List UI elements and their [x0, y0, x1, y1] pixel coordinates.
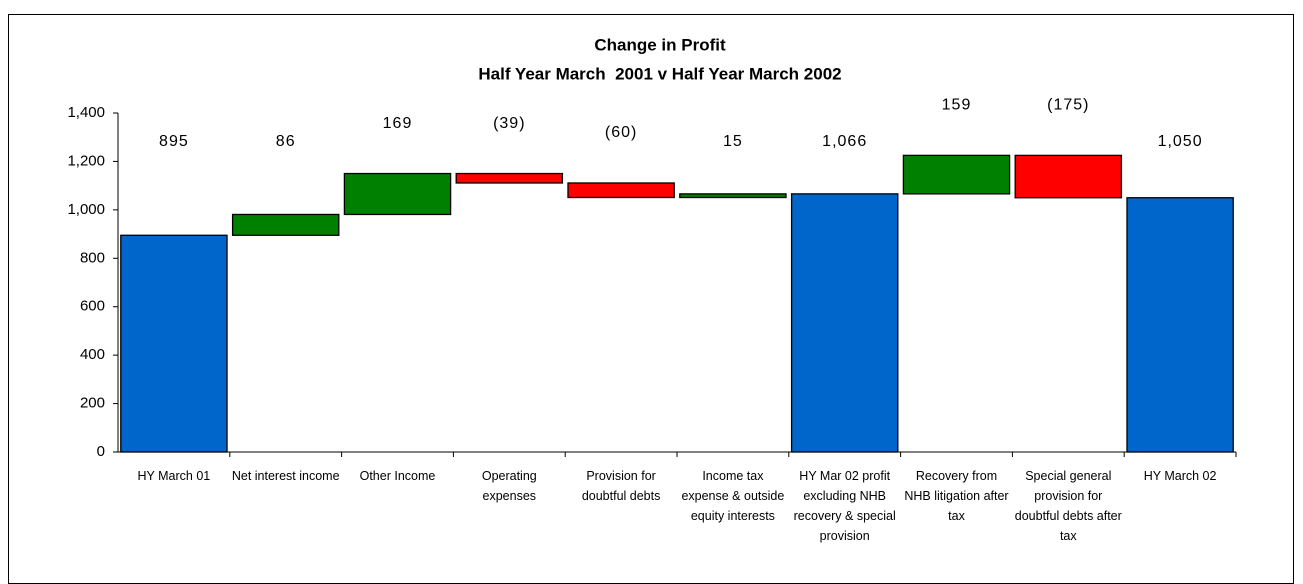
x-tick-label: Other Income: [359, 469, 436, 483]
y-tick-label: 200: [80, 395, 105, 412]
y-tick-label: 1,000: [67, 201, 105, 218]
x-tick-label: Operating expenses: [481, 469, 537, 503]
bar: [679, 193, 787, 199]
bar: [120, 234, 228, 453]
x-tick-label: Recovery from NHB litigation after tax: [904, 469, 1009, 523]
value-label: 159: [942, 97, 972, 114]
value-label: 895: [159, 133, 189, 150]
bar: [567, 182, 675, 199]
x-tick-label: HY Mar 02 profit excluding NHB recovery …: [793, 469, 896, 543]
chart-subtitle: Half Year March 2001 v Half Year March 2…: [478, 64, 841, 83]
x-tick-label: HY March 01: [137, 469, 211, 483]
value-label: 1,066: [822, 133, 867, 150]
value-label: (175): [1047, 97, 1089, 114]
y-tick-label: 800: [80, 249, 105, 266]
value-label: 86: [276, 133, 296, 150]
y-tick-label: 1,200: [67, 152, 105, 169]
bar: [1126, 197, 1234, 453]
bar: [343, 172, 452, 216]
x-tick-label: Special general provision for doubtful d…: [1014, 469, 1122, 543]
value-label: (60): [605, 124, 637, 141]
x-tick-label: HY March 02: [1143, 469, 1217, 483]
bar: [790, 193, 899, 453]
chart-title: Change in Profit: [594, 35, 726, 54]
value-label: (39): [493, 115, 525, 132]
bar: [231, 213, 340, 236]
bar: [1014, 154, 1123, 199]
x-tick-label: Provision for doubtful debts: [581, 469, 661, 503]
value-label: 1,050: [1158, 133, 1203, 150]
y-tick-label: 400: [80, 346, 105, 363]
y-tick-label: 1,400: [67, 104, 105, 121]
bar: [902, 154, 1011, 195]
bar: [455, 172, 564, 184]
x-tick-label: Income tax expense & outside equity inte…: [681, 469, 785, 523]
y-tick-label: 0: [97, 443, 105, 460]
x-tick-label: Net interest income: [231, 469, 340, 483]
y-tick-label: 600: [80, 298, 105, 315]
value-label: 15: [723, 133, 743, 150]
value-label: 169: [383, 115, 413, 132]
